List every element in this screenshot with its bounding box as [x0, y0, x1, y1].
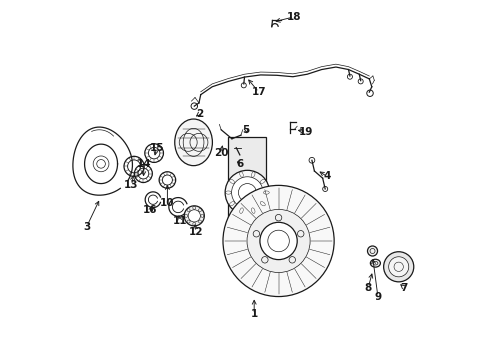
Circle shape — [188, 210, 200, 222]
Text: 4: 4 — [323, 171, 330, 181]
Circle shape — [388, 257, 408, 277]
Text: 18: 18 — [286, 12, 301, 22]
Text: 13: 13 — [124, 180, 139, 190]
Circle shape — [223, 185, 333, 297]
Text: 10: 10 — [160, 198, 174, 208]
Text: 3: 3 — [83, 222, 90, 231]
Text: 6: 6 — [236, 159, 244, 169]
Text: 2: 2 — [196, 109, 203, 119]
Circle shape — [246, 210, 309, 273]
Text: 15: 15 — [149, 143, 163, 153]
Text: 16: 16 — [143, 206, 158, 216]
Text: 20: 20 — [214, 148, 228, 158]
Text: 9: 9 — [374, 292, 381, 302]
Ellipse shape — [174, 119, 212, 166]
Text: 17: 17 — [251, 87, 265, 97]
Circle shape — [367, 246, 377, 256]
Text: 11: 11 — [172, 216, 187, 226]
Text: 14: 14 — [137, 159, 151, 169]
Circle shape — [224, 170, 269, 215]
Text: 19: 19 — [298, 127, 313, 136]
Circle shape — [260, 222, 297, 260]
Text: 5: 5 — [242, 125, 249, 135]
Circle shape — [383, 252, 413, 282]
Circle shape — [184, 206, 204, 226]
Text: 12: 12 — [188, 227, 203, 237]
Text: 7: 7 — [400, 283, 407, 293]
Circle shape — [231, 177, 263, 208]
Bar — [228, 137, 265, 225]
Text: 1: 1 — [250, 310, 257, 319]
Ellipse shape — [369, 259, 380, 267]
Text: 8: 8 — [364, 283, 371, 293]
